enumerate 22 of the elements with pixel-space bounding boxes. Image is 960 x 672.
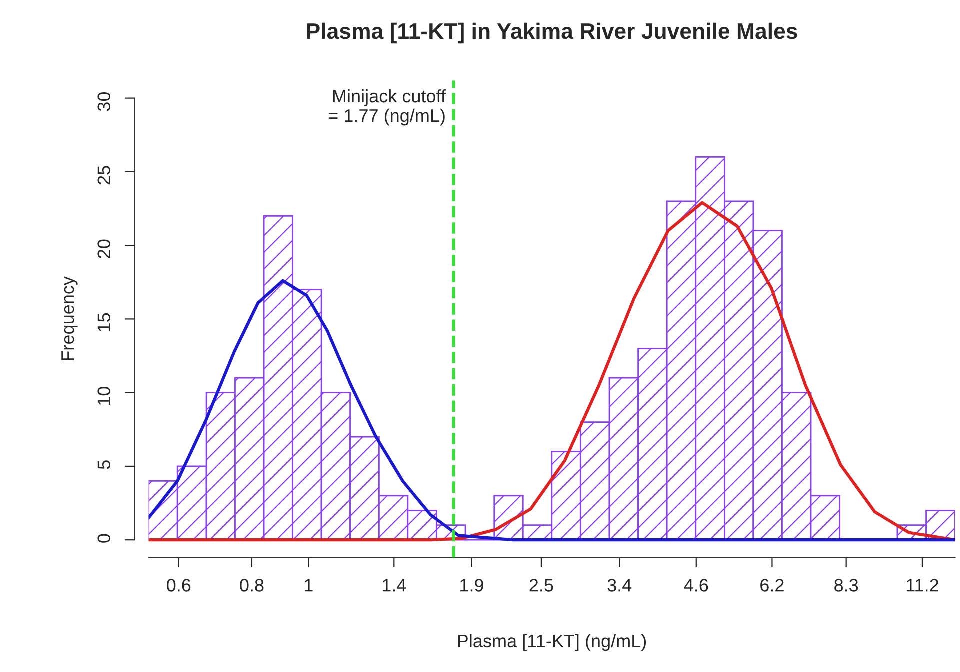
x-tick-label: 3.4 (608, 579, 632, 592)
x-tick-label: 6.2 (760, 579, 784, 592)
x-axis-title: Plasma [11-KT] (ng/mL) (458, 634, 646, 652)
y-tick-label: 25 (98, 166, 111, 185)
x-tick-label: 1 (305, 579, 313, 592)
y-tick-label: 0 (98, 534, 111, 543)
x-tick-label: 0.6 (167, 579, 191, 592)
y-tick-label: 5 (98, 460, 111, 470)
x-tick-label: 11.2 (906, 579, 938, 592)
x-tick-label: 8.3 (834, 579, 858, 592)
x-tick-label: 1.9 (460, 579, 484, 592)
y-tick-label: 30 (98, 92, 111, 112)
x-tick-label: 0.8 (240, 579, 264, 592)
ref-line-label: Minijack cutoff = 1.77 (ng/mL) (328, 89, 446, 126)
y-tick-label: 10 (98, 386, 111, 405)
x-tick-label: 1.4 (382, 579, 406, 592)
chart-title: Plasma [11-KT] in Yakima River Juvenile Males (307, 22, 798, 44)
y-tick-label: 15 (98, 313, 111, 332)
x-tick-label: 4.6 (684, 579, 708, 592)
y-axis-title: Frequency (62, 276, 78, 360)
y-tick-label: 20 (98, 240, 111, 258)
x-tick-label: 2.5 (530, 579, 554, 592)
